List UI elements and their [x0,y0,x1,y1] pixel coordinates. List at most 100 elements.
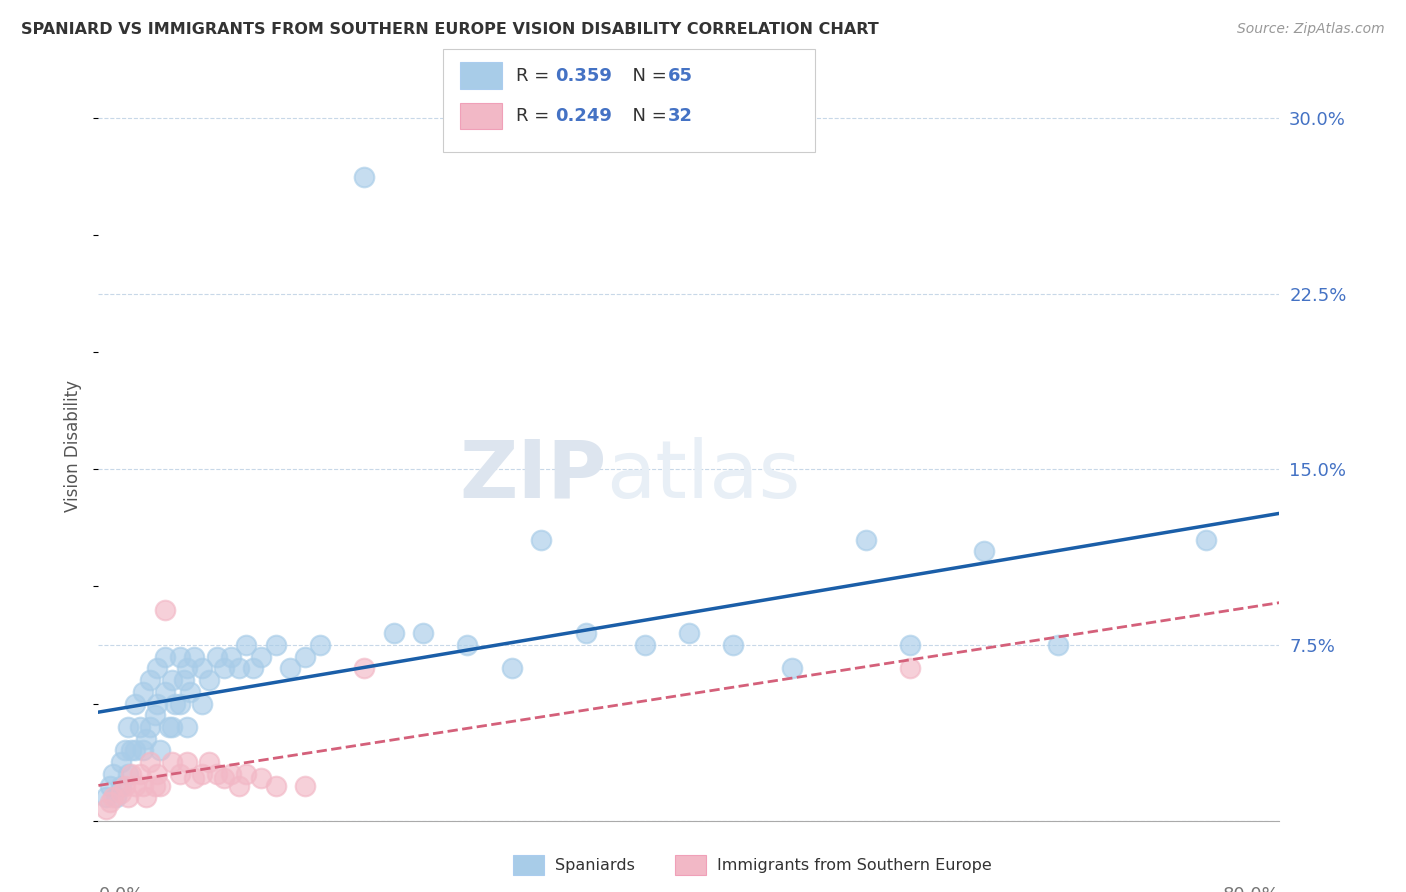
Text: R =: R = [516,67,555,85]
Spaniards [153,685,176,699]
Immigrants from Southern Europe [228,779,250,793]
Spaniards [114,743,136,757]
Spaniards [117,720,139,734]
Spaniards [176,661,198,675]
Spaniards [132,743,155,757]
Spaniards [135,731,157,746]
Spaniards [678,626,700,640]
Immigrants from Southern Europe [143,779,166,793]
Immigrants from Southern Europe [135,790,157,805]
Immigrants from Southern Europe [221,767,243,781]
Immigrants from Southern Europe [128,767,150,781]
Spaniards [855,533,877,547]
Spaniards [264,638,287,652]
Spaniards [634,638,657,652]
Text: atlas: atlas [606,437,800,515]
Spaniards [1195,533,1218,547]
Text: SPANIARD VS IMMIGRANTS FROM SOUTHERN EUROPE VISION DISABILITY CORRELATION CHART: SPANIARD VS IMMIGRANTS FROM SOUTHERN EUR… [21,22,879,37]
Spaniards [221,649,243,664]
Immigrants from Southern Europe [169,767,191,781]
Spaniards [235,638,257,652]
Spaniards [110,779,132,793]
Spaniards [157,720,180,734]
Spaniards [412,626,434,640]
Spaniards [723,638,745,652]
Text: 32: 32 [668,107,693,125]
Immigrants from Southern Europe [94,802,117,816]
Spaniards [205,649,228,664]
Spaniards [139,720,162,734]
Immigrants from Southern Europe [264,779,287,793]
Immigrants from Southern Europe [250,772,273,786]
Text: N =: N = [621,67,673,85]
Immigrants from Southern Europe [139,755,162,769]
Text: Source: ZipAtlas.com: Source: ZipAtlas.com [1237,22,1385,37]
Spaniards [250,649,273,664]
Text: 0.249: 0.249 [555,107,612,125]
Immigrants from Southern Europe [146,767,169,781]
Immigrants from Southern Europe [183,772,205,786]
Immigrants from Southern Europe [205,767,228,781]
Spaniards [153,649,176,664]
Spaniards [294,649,316,664]
Spaniards [382,626,405,640]
Spaniards [782,661,804,675]
Text: N =: N = [621,107,673,125]
Immigrants from Southern Europe [353,661,375,675]
Spaniards [146,697,169,711]
Spaniards [146,661,169,675]
Immigrants from Southern Europe [103,790,125,805]
Spaniards [132,685,155,699]
Immigrants from Southern Europe [149,779,172,793]
Text: 0.359: 0.359 [555,67,612,85]
Spaniards [353,169,375,184]
Spaniards [1046,638,1070,652]
Immigrants from Southern Europe [153,603,176,617]
Immigrants from Southern Europe [98,795,121,809]
Text: 0.0%: 0.0% [98,887,143,892]
Spaniards [94,790,117,805]
Spaniards [128,720,150,734]
Spaniards [105,790,128,805]
Spaniards [212,661,235,675]
Spaniards [162,720,183,734]
Text: 65: 65 [668,67,693,85]
Spaniards [179,685,201,699]
Immigrants from Southern Europe [235,767,257,781]
Spaniards [98,779,121,793]
Spaniards [117,767,139,781]
Spaniards [530,533,553,547]
Spaniards [575,626,598,640]
Spaniards [169,649,191,664]
Spaniards [139,673,162,688]
Spaniards [103,767,125,781]
Spaniards [191,661,214,675]
Text: Immigrants from Southern Europe: Immigrants from Southern Europe [717,858,991,872]
Immigrants from Southern Europe [120,767,142,781]
Immigrants from Southern Europe [117,790,139,805]
Spaniards [242,661,264,675]
Spaniards [457,638,479,652]
Immigrants from Southern Europe [212,772,235,786]
Immigrants from Southern Europe [198,755,221,769]
Spaniards [169,697,191,711]
Spaniards [124,743,146,757]
Spaniards [198,673,221,688]
Spaniards [173,673,195,688]
Spaniards [176,720,198,734]
Immigrants from Southern Europe [294,779,316,793]
Immigrants from Southern Europe [124,779,146,793]
Immigrants from Southern Europe [110,786,132,800]
Immigrants from Southern Europe [191,767,214,781]
Spaniards [143,708,166,723]
Spaniards [309,638,332,652]
Spaniards [501,661,523,675]
Spaniards [149,743,172,757]
Spaniards [973,544,995,558]
Y-axis label: Vision Disability: Vision Disability [65,380,83,512]
Text: R =: R = [516,107,555,125]
Spaniards [228,661,250,675]
Spaniards [280,661,302,675]
Immigrants from Southern Europe [132,779,155,793]
Immigrants from Southern Europe [114,779,136,793]
